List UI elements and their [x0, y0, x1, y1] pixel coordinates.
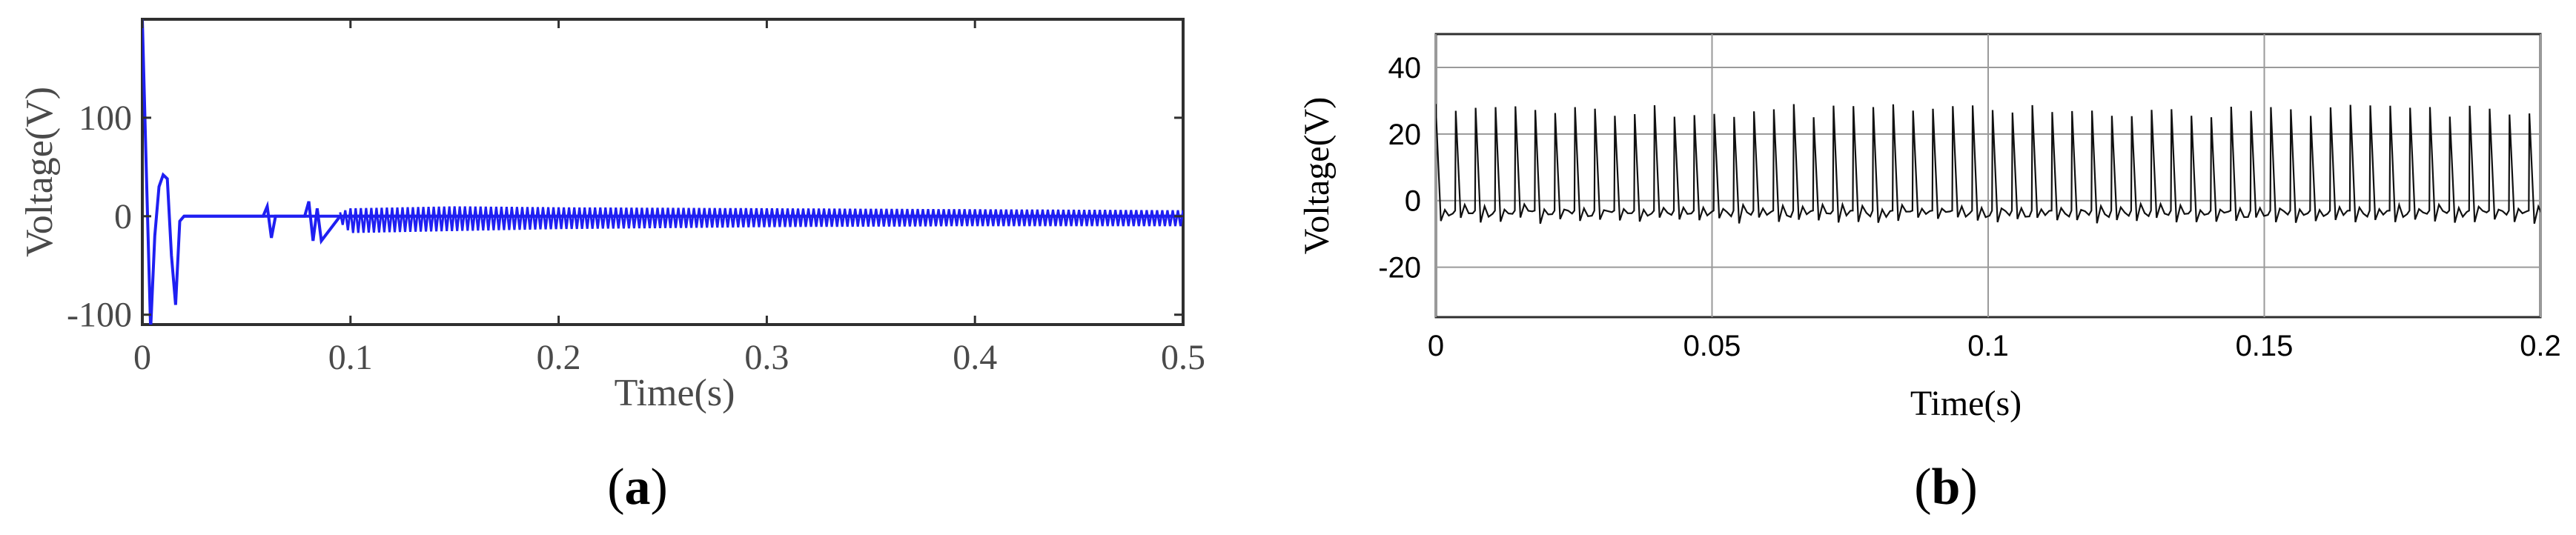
- y-tick-label: 20: [1388, 119, 1422, 151]
- x-tick-label: 0.15: [2236, 330, 2294, 362]
- series-line-pulses: [1436, 104, 2540, 225]
- y-tick-label: 0: [114, 197, 132, 236]
- x-tick-label: 0.2: [537, 338, 581, 377]
- series-b: [1436, 104, 2540, 225]
- x-tick-label: 0.4: [953, 338, 997, 377]
- y-tick-label: 40: [1388, 52, 1422, 84]
- x-tick-label: 0.2: [2520, 330, 2561, 362]
- x-tick-label: 0.5: [1161, 338, 1205, 377]
- x-tick-label: 0: [133, 338, 151, 377]
- caption-a: (a): [607, 459, 668, 516]
- caption-b: (b): [1914, 459, 1978, 516]
- ticks-b: 0 0.05 0.1 0.15 0.2 -20 0 20 40: [1378, 52, 2561, 362]
- y-tick-label: -100: [67, 296, 132, 335]
- grid-b: [1435, 34, 2541, 317]
- x-axis-label-b: Time(s): [1910, 384, 2022, 423]
- x-tick-label: 0: [1428, 330, 1444, 362]
- panel-b: 0 0.05 0.1 0.15 0.2 -20 0 20 40 Voltage(V) Time(…: [1297, 33, 2561, 516]
- caption-letter-a: a: [625, 459, 651, 516]
- y-tick-label: 0: [1405, 185, 1421, 218]
- y-axis-label-b: Voltage(V): [1297, 97, 1337, 254]
- x-tick-label: 0.05: [1683, 330, 1741, 362]
- plot-area-a: [141, 18, 1185, 326]
- y-axis-label-a: Voltage(V): [19, 87, 61, 257]
- y-tick-label: 100: [79, 99, 132, 138]
- y-tick-label: -20: [1378, 252, 1421, 285]
- series-a: [142, 19, 1183, 325]
- x-tick-label: 0.3: [744, 338, 789, 377]
- caption-letter-b: b: [1932, 459, 1961, 516]
- x-axis-label-a: Time(s): [615, 372, 735, 414]
- x-tick-label: 0.1: [328, 338, 373, 377]
- x-tick-label: 0.1: [1967, 330, 2009, 362]
- series-line-ripple: [339, 206, 1183, 233]
